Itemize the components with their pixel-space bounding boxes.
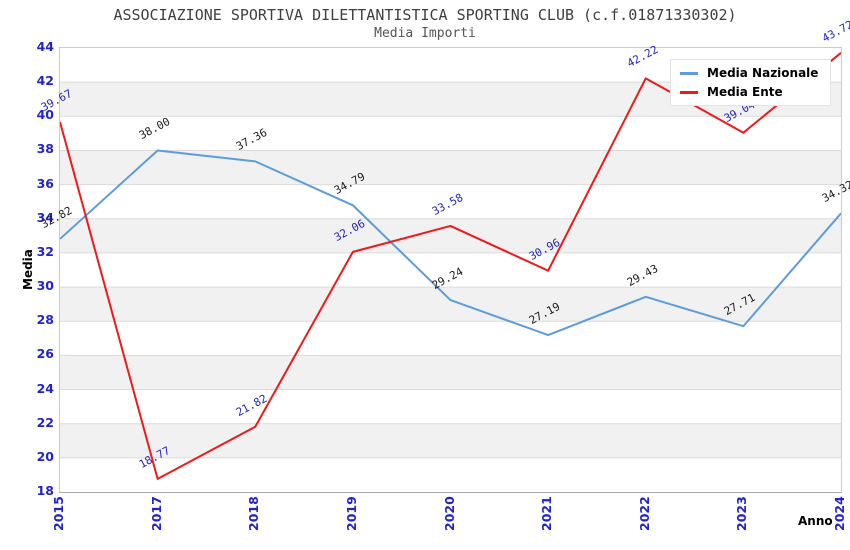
y-tick-label: 26	[36, 346, 54, 362]
y-tick-label: 44	[36, 39, 54, 54]
grid-band	[60, 150, 841, 185]
x-tick-label: 2015	[51, 496, 66, 531]
y-tick-label: 36	[36, 175, 54, 191]
x-tick-label: 2020	[441, 496, 457, 531]
x-tick-label: 2021	[539, 496, 555, 531]
legend-label: Media Ente	[707, 85, 783, 99]
x-tick-label: 2019	[343, 496, 359, 531]
y-tick-label: 32	[36, 243, 54, 259]
legend-item: Media Ente	[680, 85, 818, 99]
x-tick-label: 2024	[832, 496, 847, 531]
x-axis-title: Anno	[798, 514, 833, 528]
legend-label: Media Nazionale	[707, 66, 819, 80]
x-tick-label: 2022	[636, 496, 652, 531]
y-tick-label: 22	[36, 414, 54, 430]
y-tick-label: 42	[36, 73, 54, 89]
plot-area	[59, 47, 842, 493]
y-tick-label: 30	[36, 278, 54, 294]
grid-band	[60, 355, 841, 390]
x-tick-label: 2023	[734, 496, 750, 531]
x-tick-label: 2017	[148, 496, 164, 531]
plot-canvas	[60, 52, 841, 480]
grid-band	[60, 423, 841, 458]
y-tick-label: 24	[36, 380, 54, 396]
y-axis-title: Media	[21, 249, 35, 290]
x-tick-label: 2018	[246, 496, 262, 531]
y-tick-label: 34	[36, 209, 54, 225]
legend-item: Media Nazionale	[680, 66, 818, 80]
series-line-media-ente	[60, 52, 841, 480]
y-tick-label: 28	[36, 312, 54, 328]
series-line-media-nazionale	[60, 149, 841, 337]
y-tick-label: 38	[36, 141, 54, 157]
chart-subtitle: Media Importi	[374, 26, 476, 41]
legend: Media Nazionale Media Ente	[670, 59, 832, 106]
chart-title: ASSOCIAZIONE SPORTIVA DILETTANTISTICA SP…	[113, 6, 737, 24]
y-tick-label: 40	[36, 107, 54, 123]
y-tick-label: 18	[36, 483, 54, 498]
legend-line-swatch-icon	[680, 71, 698, 75]
y-tick-label: 20	[36, 448, 54, 464]
grid-band	[60, 218, 841, 253]
legend-line-swatch-icon	[680, 90, 698, 94]
